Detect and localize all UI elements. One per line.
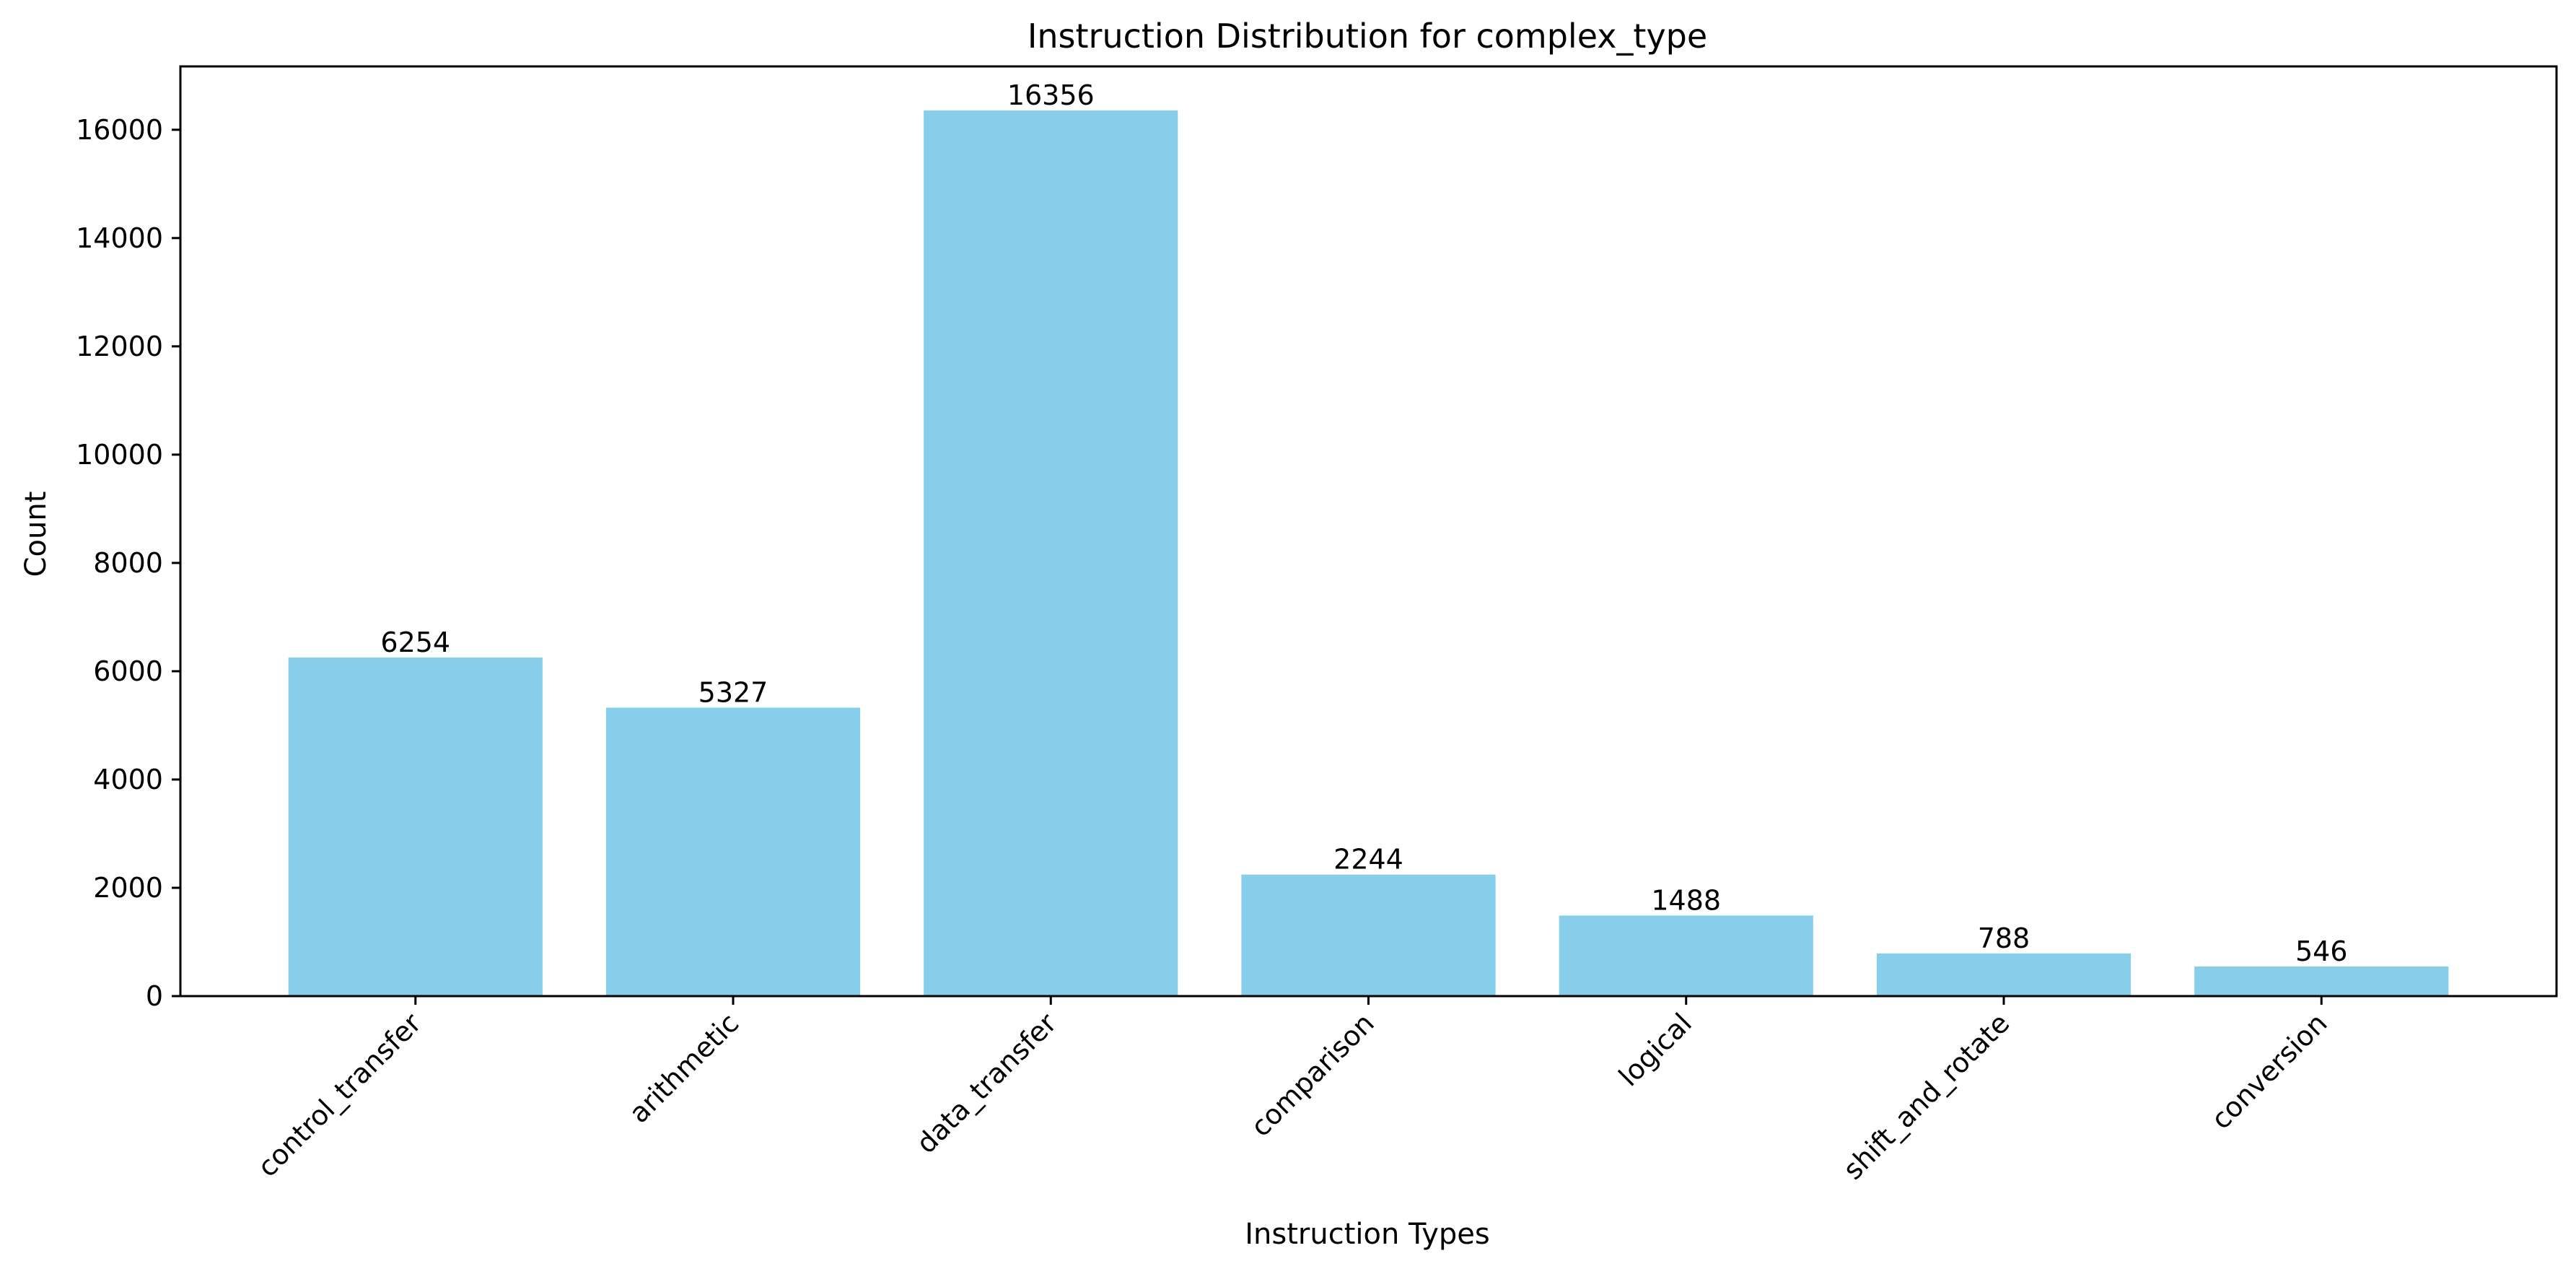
y-axis-label: Count: [19, 492, 53, 577]
bar-conversion: [2194, 967, 2449, 996]
y-tick-label-16000: 16000: [76, 114, 163, 146]
bar-value-label-control_transfer: 6254: [380, 627, 450, 658]
bar-value-label-comparison: 2244: [1333, 844, 1403, 876]
bar-value-label-data_transfer: 16356: [1007, 79, 1095, 111]
y-axis-ticks: 0 2000 4000 6000 8000 10000 12000 14000 16000: [76, 114, 180, 1012]
y-tick-label-14000: 14000: [76, 222, 163, 254]
y-tick-label-8000: 8000: [93, 547, 163, 579]
bar-shift_and_rotate: [1876, 953, 2132, 996]
bar-logical: [1559, 915, 1813, 996]
bar-value-label-logical: 1488: [1651, 884, 1721, 916]
plot-area-frame: [179, 65, 2558, 998]
bar-data_transfer: [924, 110, 1178, 996]
x-axis-label: Instruction Types: [1245, 1218, 1490, 1251]
y-tick-label-10000: 10000: [76, 439, 163, 471]
y-tick-label-0: 0: [146, 980, 163, 1012]
bar-labels-group: 6254 5327 16356 2244 1488 788 546: [380, 79, 2347, 967]
bars-group: [288, 110, 2449, 996]
y-tick-label-2000: 2000: [93, 872, 163, 904]
chart-title: Instruction Distribution for complex_typ…: [1028, 17, 1707, 56]
bar-arithmetic: [605, 707, 861, 996]
y-tick-label-12000: 12000: [76, 331, 163, 362]
y-tick-label-6000: 6000: [93, 655, 163, 687]
bar-value-label-conversion: 546: [2295, 935, 2348, 967]
bar-value-label-arithmetic: 5327: [698, 676, 768, 708]
y-tick-label-4000: 4000: [93, 764, 163, 795]
bar-control_transfer: [288, 657, 543, 996]
bar-comparison: [1241, 874, 1496, 996]
bar-value-label-shift_and_rotate: 788: [1978, 922, 2030, 954]
